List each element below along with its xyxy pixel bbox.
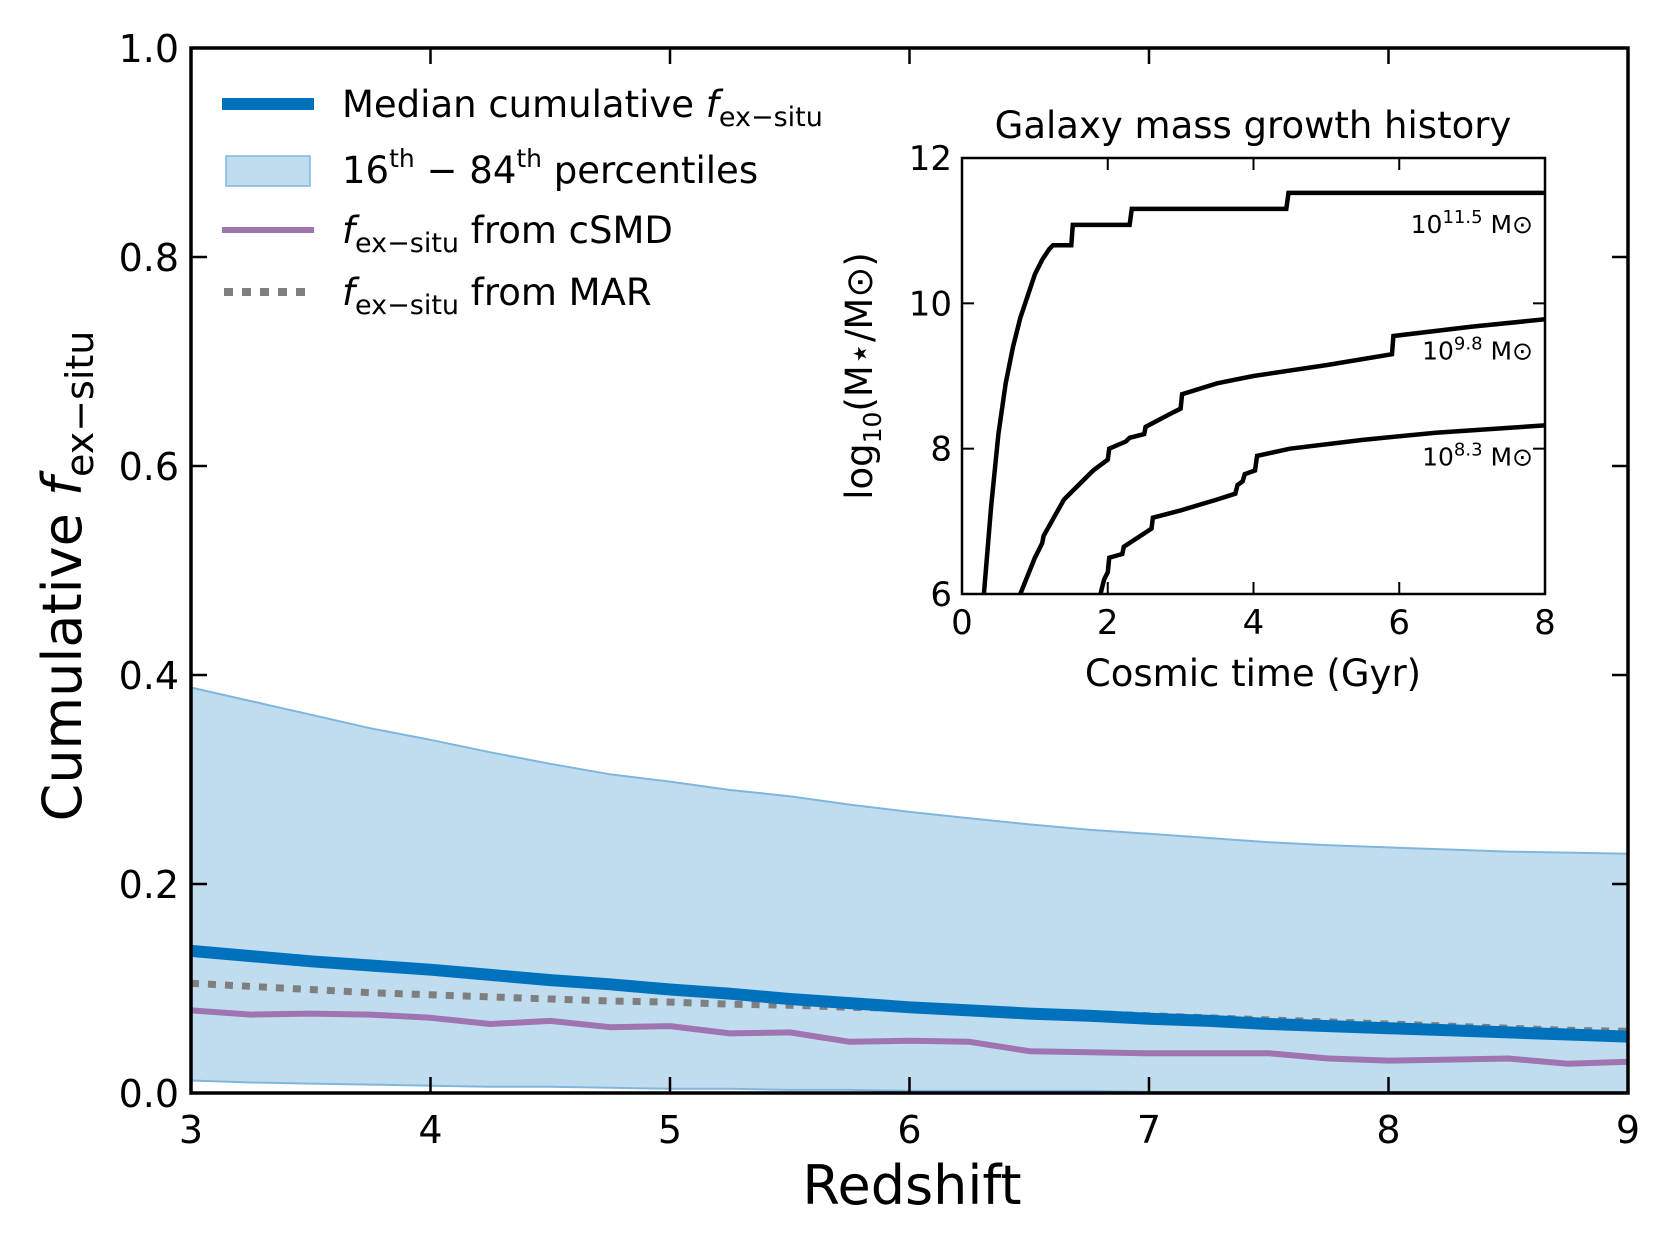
percentile-upper-edge [190, 686, 1629, 855]
inset-y-axis-label: log10(M⋆/M⊙) [838, 252, 887, 500]
y-tick-label: 0.4 [119, 654, 179, 698]
curve-label-exponent: 11.5 [1442, 207, 1482, 228]
curve-label-base: 10 [1422, 336, 1454, 365]
legend-percentile-pre: 16 [342, 149, 389, 192]
inset-x-tick-label: 6 [1388, 603, 1410, 643]
x-tick-label: 5 [658, 1108, 682, 1152]
curve-label-unit: M⊙ [1483, 442, 1533, 471]
inset-y-tick-label: 10 [909, 284, 952, 324]
curve-label-exponent: 9.8 [1454, 333, 1483, 354]
inset-x-axis-label: Cosmic time (Gyr) [1085, 652, 1421, 695]
inset-y-tick-label: 12 [909, 139, 952, 179]
legend-percentile-swatch [225, 155, 311, 187]
main-axes: 3 4 5 6 7 8 9 0.0 0.2 0.4 0.6 0.8 1.0 Redshift Cumul… [31, 27, 1640, 1217]
inset-x-tick-label: 2 [1097, 603, 1119, 643]
legend-median-label: Median cumulative fex−situ [342, 83, 823, 133]
x-axis-label: Redshift [802, 1154, 1021, 1217]
inset-curve-label-2: 108.3 M⊙ [1422, 439, 1533, 471]
series-line-csmd [190, 1007, 1629, 1067]
inset-y-label-sub: 10 [858, 412, 887, 444]
x-tick-label: 4 [418, 1108, 442, 1152]
inset-plot-area [981, 190, 1545, 594]
inset-curve-label-1: 109.8 M⊙ [1422, 333, 1533, 365]
curve-label-unit: M⊙ [1483, 336, 1533, 365]
y-tick-label: 0.2 [119, 863, 179, 907]
curve-label-base: 10 [1411, 210, 1443, 239]
legend-csmd-sub: ex−situ [355, 228, 459, 259]
inset-title: Galaxy mass growth history [995, 104, 1512, 147]
inset-y-label-pre: log [838, 443, 881, 499]
inset-x-tick-label: 4 [1243, 603, 1265, 643]
legend-percentile-sup2: th [516, 144, 542, 173]
x-tick-label: 8 [1376, 1108, 1400, 1152]
y-tick-label: 0.0 [119, 1072, 179, 1116]
y-axis-label: Cumulative fex−situ [31, 331, 102, 822]
inset-ticks: 0 2 4 6 8 6 8 10 12 [909, 139, 1556, 643]
legend-percentile-label: 16th − 84th percentiles [342, 144, 758, 192]
curve-label-unit: M⊙ [1483, 210, 1533, 239]
legend-percentile-mid: − 84 [415, 149, 517, 192]
y-axis-label-prefix: Cumulative [31, 496, 94, 821]
inset-growth-curve-2 [1098, 423, 1545, 594]
legend-median-text: Median cumulative [342, 83, 706, 126]
legend: Median cumulative fex−situ 16th − 84th p… [222, 83, 823, 321]
main-ticks: 3 4 5 6 7 8 9 0.0 0.2 0.4 0.6 0.8 1.0 [119, 27, 1641, 1152]
y-tick-label: 0.6 [119, 445, 179, 489]
x-tick-label: 9 [1616, 1108, 1640, 1152]
legend-csmd-label: fex−situ from cSMD [342, 209, 673, 259]
legend-mar-post: from MAR [459, 271, 652, 314]
legend-percentile-sup1: th [389, 144, 415, 173]
series-line-median [190, 944, 1629, 1043]
inset-curve-label-0: 1011.5 M⊙ [1411, 207, 1533, 239]
inset-growth-curve-0 [981, 190, 1545, 594]
inset-x-tick-label: 8 [1534, 603, 1556, 643]
legend-mar-label: fex−situ from MAR [342, 271, 652, 321]
inset-curve-labels: 1011.5 M⊙109.8 M⊙108.3 M⊙ [1411, 207, 1533, 472]
legend-median-sub: ex−situ [719, 102, 823, 133]
inset-y-tick-label: 6 [930, 575, 952, 615]
percentile-band [191, 687, 1628, 1092]
legend-mar-sub: ex−situ [355, 290, 459, 321]
x-tick-label: 3 [179, 1108, 203, 1152]
x-tick-label: 6 [897, 1108, 921, 1152]
inset-x-tick-label: 0 [951, 603, 973, 643]
y-axis-label-subscript: ex−situ [58, 331, 102, 477]
inset-y-label-post: (M⋆/M⊙) [838, 252, 881, 411]
curve-label-base: 10 [1422, 442, 1454, 471]
x-tick-label: 7 [1137, 1108, 1161, 1152]
legend-csmd-post: from cSMD [459, 209, 673, 252]
y-tick-label: 1.0 [119, 27, 179, 71]
inset-growth-curve-1 [1018, 317, 1545, 594]
inset-y-tick-label: 8 [930, 430, 952, 470]
y-tick-label: 0.8 [119, 236, 179, 280]
curve-label-exponent: 8.3 [1454, 439, 1483, 460]
legend-percentile-post: percentiles [542, 149, 758, 192]
